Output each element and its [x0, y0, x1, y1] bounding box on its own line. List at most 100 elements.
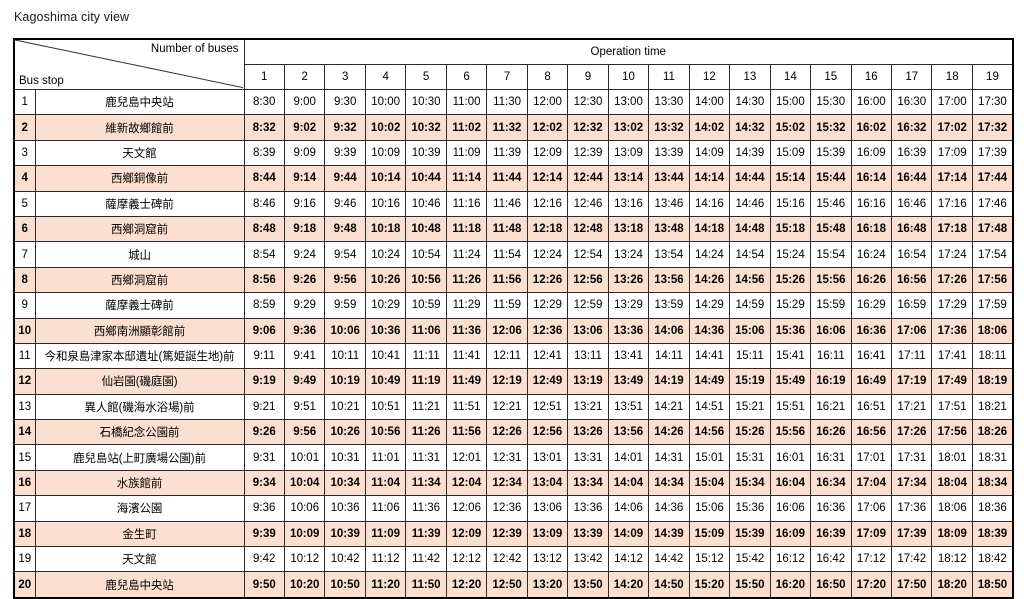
row-number-cell: 13 — [13, 393, 36, 421]
departure-time-cell: 18:50 — [971, 571, 1014, 599]
departure-time-cell: 10:32 — [405, 114, 447, 141]
row-number-cell: 7 — [13, 241, 36, 268]
departure-time-cell: 17:20 — [850, 571, 893, 599]
departure-time-cell: 17:21 — [890, 393, 933, 421]
departure-time-cell: 11:29 — [445, 292, 488, 319]
departure-time-cell: 17:14 — [931, 165, 973, 192]
bus-number-header-12: 12 — [688, 64, 731, 90]
departure-time-cell: 16:39 — [810, 520, 852, 548]
row-number-cell: 8 — [13, 266, 36, 294]
table-head: Number of buses Bus stop Operation time … — [13, 38, 1014, 90]
departure-time-cell: 13:09 — [526, 520, 569, 548]
departure-time-cell: 16:26 — [810, 419, 852, 446]
departure-time-cell: 13:12 — [526, 546, 569, 573]
header-row-group: Number of buses Bus stop Operation time — [13, 38, 1014, 90]
table-row: 16 水族館前 9:34 10:04 10:34 11:04 11:34 12:04 12:34… — [13, 469, 1014, 497]
departure-time-cell: 13:49 — [607, 368, 650, 395]
departure-time-cell: 15:39 — [729, 520, 771, 548]
departure-time-cell: 12:42 — [486, 546, 528, 573]
departure-time-cell: 16:39 — [890, 139, 933, 167]
bus-number-header-10: 10 — [607, 64, 650, 90]
departure-time-cell: 10:36 — [364, 317, 407, 344]
departure-time-cell: 10:54 — [405, 241, 447, 268]
bus-number-header-5: 5 — [405, 64, 447, 90]
departure-time-cell: 13:04 — [526, 469, 569, 497]
departure-time-cell: 15:04 — [688, 469, 731, 497]
departure-time-cell: 15:16 — [769, 190, 812, 217]
departure-time-cell: 13:59 — [648, 292, 690, 319]
table-row: 13 異人館(磯海水浴場)前 9:21 9:51 10:21 10:51 11:21 11:5… — [13, 393, 1014, 421]
departure-time-cell: 9:14 — [283, 165, 326, 192]
corner-header-cell: Number of buses Bus stop — [13, 38, 245, 90]
departure-time-cell: 16:44 — [890, 165, 933, 192]
departure-time-cell: 14:26 — [688, 266, 731, 294]
departure-time-cell: 17:36 — [931, 317, 973, 344]
bus-stop-name-cell: 天文館 — [34, 139, 245, 167]
departure-time-cell: 17:26 — [931, 266, 973, 294]
departure-time-cell: 16:06 — [810, 317, 852, 344]
departure-time-cell: 10:02 — [364, 114, 407, 141]
bus-number-header-1: 1 — [243, 64, 285, 90]
departure-time-cell: 17:31 — [890, 444, 933, 471]
departure-time-cell: 9:49 — [283, 368, 326, 395]
departure-time-cell: 10:56 — [364, 419, 407, 446]
departure-time-cell: 9:54 — [324, 241, 366, 268]
departure-time-cell: 16:29 — [850, 292, 893, 319]
departure-time-cell: 14:04 — [607, 469, 650, 497]
departure-time-cell: 11:00 — [445, 88, 488, 116]
departure-time-cell: 18:19 — [971, 368, 1014, 395]
bus-stop-name-cell: 鹿兒島站(上町廣場公園)前 — [34, 444, 245, 471]
departure-time-cell: 11:54 — [486, 241, 528, 268]
departure-time-cell: 10:50 — [324, 571, 366, 599]
row-number-cell: 18 — [13, 520, 36, 548]
departure-time-cell: 12:00 — [526, 88, 569, 116]
departure-time-cell: 16:14 — [850, 165, 893, 192]
departure-time-cell: 11:14 — [445, 165, 488, 192]
departure-time-cell: 12:29 — [526, 292, 569, 319]
departure-time-cell: 11:26 — [405, 419, 447, 446]
departure-time-cell: 17:06 — [850, 495, 893, 522]
departure-time-cell: 18:26 — [971, 419, 1014, 446]
departure-time-cell: 15:39 — [810, 139, 852, 167]
departure-time-cell: 16:42 — [810, 546, 852, 573]
departure-time-cell: 14:09 — [607, 520, 650, 548]
departure-time-cell: 17:16 — [931, 190, 973, 217]
departure-time-cell: 11:46 — [486, 190, 528, 217]
departure-time-cell: 12:50 — [486, 571, 528, 599]
departure-time-cell: 15:49 — [769, 368, 812, 395]
departure-time-cell: 15:56 — [810, 266, 852, 294]
departure-time-cell: 15:51 — [769, 393, 812, 421]
departure-time-cell: 10:16 — [364, 190, 407, 217]
departure-time-cell: 10:26 — [324, 419, 366, 446]
row-number-cell: 15 — [13, 444, 36, 471]
departure-time-cell: 10:42 — [324, 546, 366, 573]
departure-time-cell: 15:20 — [688, 571, 731, 599]
departure-time-cell: 14:12 — [607, 546, 650, 573]
row-number-cell: 9 — [13, 292, 36, 319]
departure-time-cell: 15:14 — [769, 165, 812, 192]
departure-time-cell: 11:26 — [445, 266, 488, 294]
row-number-cell: 1 — [13, 88, 36, 116]
departure-time-cell: 13:48 — [648, 215, 690, 243]
departure-time-cell: 14:44 — [729, 165, 771, 192]
departure-time-cell: 10:26 — [364, 266, 407, 294]
departure-time-cell: 18:31 — [971, 444, 1014, 471]
row-number-cell: 6 — [13, 215, 36, 243]
departure-time-cell: 16:16 — [850, 190, 893, 217]
departure-time-cell: 14:34 — [648, 469, 690, 497]
departure-time-cell: 16:11 — [810, 342, 852, 370]
row-number-cell: 11 — [13, 342, 36, 370]
departure-time-cell: 12:12 — [445, 546, 488, 573]
bus-stop-name-cell: 水族館前 — [34, 469, 245, 497]
departure-time-cell: 13:14 — [607, 165, 650, 192]
departure-time-cell: 14:09 — [688, 139, 731, 167]
departure-time-cell: 12:06 — [486, 317, 528, 344]
row-number-cell: 17 — [13, 495, 36, 522]
departure-time-cell: 14:51 — [688, 393, 731, 421]
departure-time-cell: 16:21 — [810, 393, 852, 421]
departure-time-cell: 15:09 — [688, 520, 731, 548]
departure-time-cell: 11:21 — [405, 393, 447, 421]
table-body: 1 鹿兒島中央站 8:30 9:00 9:30 10:00 10:30 11:00 11:30 1… — [13, 88, 1014, 599]
departure-time-cell: 13:56 — [607, 419, 650, 446]
departure-time-cell: 17:29 — [931, 292, 973, 319]
